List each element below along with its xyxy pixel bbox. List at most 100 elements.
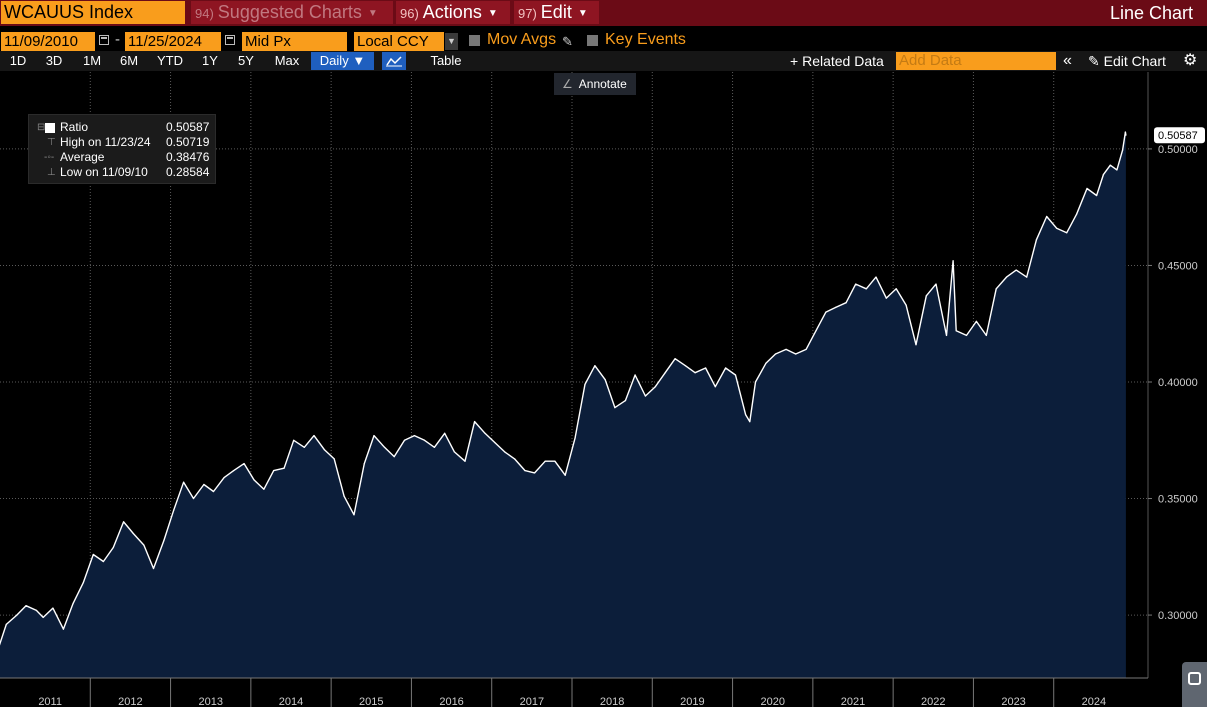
series-point: [975, 320, 978, 322]
series-point: [263, 488, 265, 490]
menu-label: Edit: [540, 2, 572, 22]
series-point: [92, 553, 94, 556]
series-point: [1066, 232, 1068, 234]
x-tick-label: 2024: [1082, 696, 1106, 707]
series-point: [749, 421, 751, 423]
series-point: [1056, 227, 1058, 229]
frequency-select[interactable]: Daily ▼: [311, 52, 374, 70]
table-button[interactable]: Table: [430, 53, 462, 68]
add-data-input[interactable]: Add Data: [896, 52, 1056, 70]
price-field-select[interactable]: Mid Px: [242, 32, 347, 51]
x-tick-label: 2015: [359, 696, 383, 707]
series-point: [594, 365, 596, 367]
period-button[interactable]: Max: [274, 53, 300, 68]
series-point: [373, 435, 375, 437]
series-point: [333, 458, 335, 460]
series-point: [243, 463, 245, 465]
legend-high-row: ⊤ High on 11/23/24 0.50719: [29, 135, 215, 150]
series-point: [223, 477, 225, 479]
series-point: [383, 446, 386, 448]
key-events-checkbox[interactable]: [587, 35, 598, 46]
y-tick-label: 0.30000: [1158, 610, 1198, 622]
series-point: [765, 362, 767, 364]
x-tick-label: 2011: [38, 696, 62, 707]
collapse-left-icon[interactable]: «: [1063, 52, 1072, 69]
chart-type-title: Line Chart: [1109, 3, 1193, 23]
legend-high-label: High on 11/23/24: [60, 135, 151, 149]
last-value-tag-box: [1154, 127, 1205, 144]
collapse-icon[interactable]: ⊟: [37, 122, 46, 133]
period-button[interactable]: 5Y: [238, 53, 254, 68]
mov-avgs-label[interactable]: Mov Avgs: [487, 31, 557, 48]
series-point: [363, 463, 365, 465]
series-point: [905, 304, 907, 306]
series-point: [514, 458, 516, 460]
key-events-label[interactable]: Key Events: [605, 31, 686, 48]
legend-average-label: Average: [60, 150, 105, 164]
period-button[interactable]: 3D: [45, 53, 63, 68]
series-point: [745, 414, 747, 416]
gear-icon[interactable]: ⚙: [1183, 52, 1198, 69]
x-tick-label: 2013: [198, 696, 222, 707]
x-axis: 2011 2012 2013 2014 2015 2016 2017 2018 2019 2020…: [0, 677, 1207, 707]
series-point: [634, 374, 636, 376]
pencil-icon: ∠: [562, 77, 573, 91]
series-point: [952, 260, 954, 262]
series-point: [875, 276, 877, 278]
plus-icon: +: [790, 53, 799, 69]
average-marker-icon: -◦-: [44, 152, 55, 163]
series-point: [885, 297, 887, 299]
side-panel-tab[interactable]: [1182, 662, 1207, 707]
actions-menu[interactable]: 96) Actions ▼: [396, 1, 510, 24]
series-point: [273, 470, 275, 472]
series-point: [524, 470, 526, 472]
low-marker-icon: ⊥: [47, 167, 56, 178]
series-swatch: [45, 123, 55, 133]
line-style-button[interactable]: [382, 52, 406, 70]
end-date-field[interactable]: 11/25/2024: [125, 32, 221, 51]
series-point: [985, 334, 987, 336]
series-point: [1125, 134, 1127, 136]
series-point: [1124, 131, 1126, 133]
menu-number: 97): [518, 6, 537, 21]
series-point: [614, 407, 616, 409]
calendar-icon[interactable]: [225, 35, 235, 45]
pencil-icon: ✎: [1088, 53, 1100, 69]
edit-menu[interactable]: 97) Edit ▼: [514, 1, 599, 24]
pencil-icon[interactable]: ✎: [562, 34, 573, 49]
chart-legend[interactable]: ⊟ Ratio 0.50587 ⊤ High on 11/23/24 0.507…: [28, 114, 216, 184]
mov-avgs-checkbox[interactable]: [469, 35, 480, 46]
start-date-field[interactable]: 11/09/2010: [1, 32, 95, 51]
series-point: [192, 497, 195, 500]
legend-average-row: -◦- Average 0.38476: [29, 150, 215, 165]
edit-chart-button[interactable]: ✎ Edit Chart: [1088, 52, 1166, 70]
period-button[interactable]: 1D: [9, 53, 27, 68]
legend-low-row: ⊥ Low on 11/09/10 0.28584: [29, 165, 215, 180]
period-button[interactable]: YTD: [157, 53, 183, 68]
series-point: [564, 474, 566, 476]
calendar-icon[interactable]: [99, 35, 109, 45]
series-point: [1076, 213, 1078, 215]
annotate-button[interactable]: ∠ Annotate: [554, 73, 636, 95]
period-button[interactable]: 1Y: [202, 53, 218, 68]
related-data-button[interactable]: + Related Data: [790, 52, 884, 70]
x-tick-label: 2020: [760, 696, 784, 707]
series-point: [725, 367, 727, 369]
series-point: [353, 514, 355, 516]
series-point: [1116, 169, 1118, 171]
series-point: [604, 379, 606, 381]
period-button[interactable]: 1M: [82, 53, 102, 68]
suggested-charts-menu[interactable]: 94) Suggested Charts ▼: [191, 1, 393, 24]
series-point: [684, 365, 687, 367]
series-point: [584, 383, 586, 385]
series-point: [444, 432, 446, 434]
chevron-down-icon[interactable]: ▼: [445, 33, 458, 50]
chart-area[interactable]: 0.30000 0.35000 0.40000 0.45000 0.50000 2011…: [0, 72, 1207, 707]
chevron-down-icon: ▼: [352, 53, 366, 68]
chevron-down-icon: ▼: [487, 8, 498, 19]
legend-series-label: Ratio: [60, 120, 89, 134]
security-ticker-field[interactable]: WCAUUS Index: [1, 1, 185, 24]
series-point: [1015, 269, 1017, 271]
currency-select[interactable]: Local CCY: [354, 32, 444, 51]
period-button[interactable]: 6M: [119, 53, 139, 68]
